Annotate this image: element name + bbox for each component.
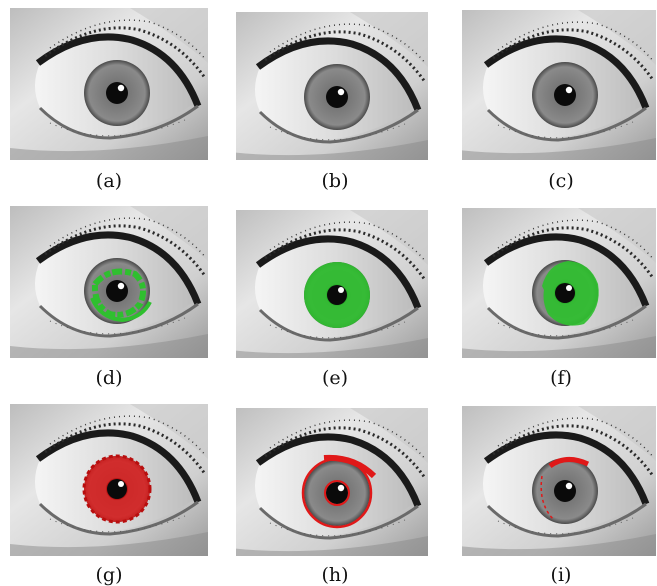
caption-d: (d)	[95, 367, 123, 389]
caption-b: (b)	[321, 170, 349, 192]
caption-i: (i)	[550, 564, 572, 586]
caption-e: (e)	[321, 367, 349, 389]
caption-c: (c)	[548, 170, 574, 192]
eye-image-g	[10, 404, 208, 556]
caption-a: (a)	[95, 170, 123, 192]
eye-image-i	[462, 404, 657, 556]
eye-image-a	[10, 8, 208, 160]
segmentation-overlay-red	[540, 457, 590, 521]
caption-f: (f)	[550, 367, 572, 389]
eye-image-f	[462, 206, 657, 358]
eye-image-e	[236, 206, 434, 358]
caption-g: (g)	[95, 564, 123, 586]
eye-image-c	[462, 8, 657, 160]
segmentation-overlay-red	[301, 454, 377, 529]
eye-image-d	[10, 206, 208, 358]
segmentation-overlay-green	[90, 268, 152, 323]
caption-h: (h)	[321, 564, 349, 586]
eye-image-b	[236, 8, 434, 160]
eye-image-h	[236, 404, 434, 556]
